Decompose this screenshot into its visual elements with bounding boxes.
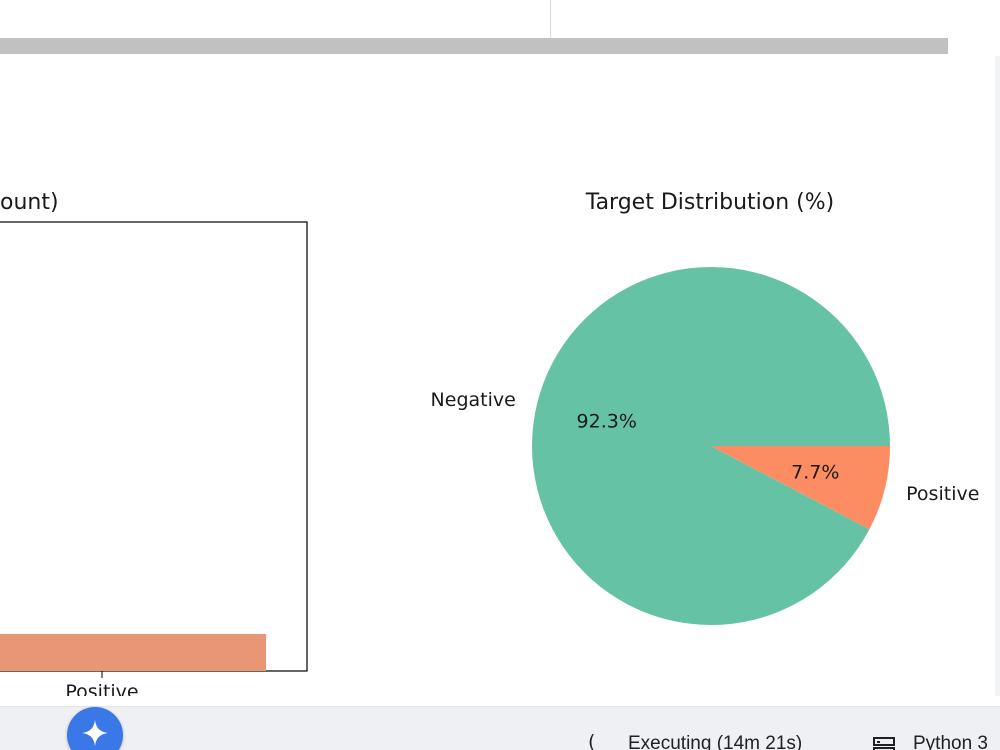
spinner-icon: (: [588, 731, 596, 750]
pie-label-positive: Positive: [906, 483, 979, 505]
right-gutter: [995, 56, 1000, 696]
pie-chart-title: Target Distribution (%): [585, 190, 834, 215]
runtime-label[interactable]: Python 3: [913, 733, 988, 750]
bar-chart-axes-frame: [0, 221, 308, 672]
server-icon[interactable]: [872, 737, 896, 750]
bar-chart-title: ount): [0, 190, 59, 215]
pie-pct-positive: 7.7%: [791, 462, 839, 484]
scrollbar-thumb[interactable]: [0, 38, 948, 54]
horizontal-scrollbar[interactable]: [0, 38, 948, 54]
bar-positive: [0, 634, 266, 671]
status-bar: ( Executing (14m 21s) Python 3: [0, 706, 1000, 750]
column-divider: [550, 0, 551, 54]
pie-chart: Target Distribution (%) Negative Positiv…: [431, 190, 979, 626]
pie-slice-positive: [711, 446, 890, 530]
pie-pct-negative: 92.3%: [577, 410, 637, 432]
sparkle-icon: [82, 720, 108, 746]
matplotlib-figure: ount) Positive Target Distribution (%) N…: [0, 190, 979, 696]
x-tick-label-positive: Positive: [65, 681, 138, 696]
pie-label-negative: Negative: [431, 389, 516, 411]
dataframe-output-remnant: [0, 0, 1000, 56]
execution-status[interactable]: Executing (14m 21s): [628, 733, 803, 750]
cell-output-figure: ount) Positive Target Distribution (%) N…: [0, 56, 995, 696]
bar-chart: ount) Positive: [0, 190, 308, 696]
gemini-button[interactable]: [67, 707, 123, 750]
